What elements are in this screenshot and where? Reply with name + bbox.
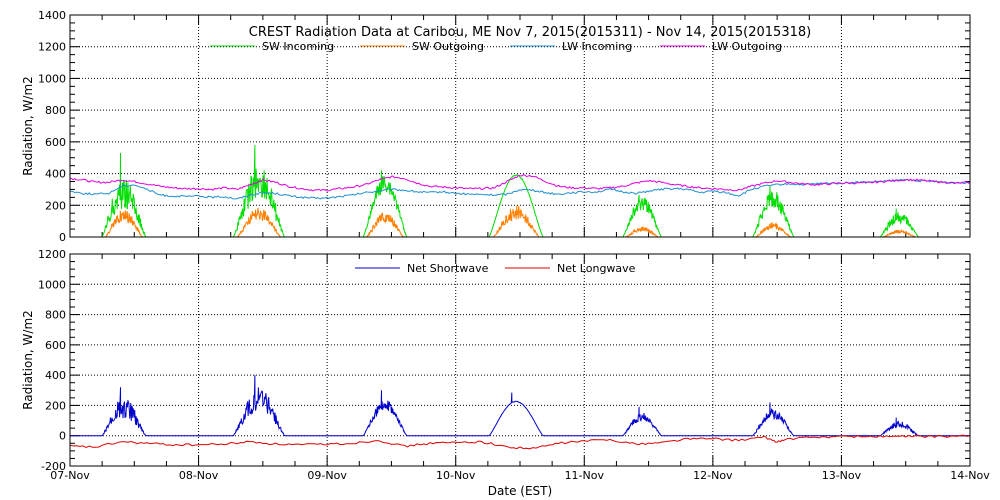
series-lw-outgoing [70,174,970,192]
series-sw-outgoing-day [880,228,919,237]
x-axis-label: Date (EST) [488,484,552,498]
y-tick-label: 1000 [38,278,66,291]
series-sw-outgoing-day [102,210,146,237]
series-sw-incoming-day [99,152,149,237]
series-sw-incoming-day [360,170,410,237]
series-sw-outgoing-day [490,205,542,237]
series-lw-incoming [70,178,970,200]
series-sw-outgoing-day [753,221,794,237]
y-tick-label: 1200 [38,248,66,261]
legend: SW Incoming SW Outgoing LW Incoming LW Outg… [210,40,782,53]
legend-label: Net Longwave [557,262,636,275]
legend-label: LW Incoming [562,40,632,53]
y-tick-label: -200 [41,460,66,473]
y-tick-label: 0 [59,430,66,443]
y-tick-label: 400 [45,168,66,181]
y-axis-label: Radiation, W/m2 [21,76,35,176]
legend-label: SW Outgoing [412,40,484,53]
legend: Net Shortwave Net Longwave [355,262,636,275]
y-axis: -200 0 200 400 600 800 1000 1200 Radiation, W/m2 [21,248,970,473]
series-sw-outgoing-day [623,226,662,237]
y-tick-label: 1400 [38,9,66,22]
series-sw-incoming-day [750,186,797,237]
series-sw-outgoing-day [363,212,407,237]
y-tick-label: 0 [59,231,66,244]
x-tick-label: 07-Nov [50,469,90,482]
x-tick-label: 14-Nov [950,469,990,482]
chart-title: CREST Radiation Data at Caribou, ME Nov … [249,25,811,40]
y-tick-label: 200 [45,399,66,412]
legend-label: LW Outgoing [712,40,782,53]
x-tick-label: 10-Nov [436,469,476,482]
y-axis-label: Radiation, W/m2 [21,310,35,410]
x-tick-label: 13-Nov [822,469,862,482]
legend-label: Net Shortwave [407,262,489,275]
series-net-shortwave [70,375,970,437]
series-sw-incoming-day [877,208,922,237]
grid [70,254,970,466]
series-group [70,144,970,237]
bottom-panel: -200 0 200 400 600 800 1000 1200 Radiation, W/m2… [21,248,990,482]
x-tick-label: 11-Nov [565,469,605,482]
plot-frame [69,253,971,467]
top-panel: 0 200 400 600 800 1000 1200 1400 Radiation, W/m2… [21,9,971,244]
y-axis: 0 200 400 600 800 1000 1200 1400 Radiation, W/m2 [21,9,970,244]
series-sw-outgoing-day [234,207,284,237]
series-sw-incoming-day [620,194,664,237]
y-tick-label: 600 [45,339,66,352]
y-tick-label: 400 [45,369,66,382]
x-tick-label: 08-Nov [179,469,219,482]
y-tick-label: 600 [45,136,66,149]
y-tick-label: 800 [45,104,66,117]
series-net-longwave [70,434,970,450]
y-tick-label: 1000 [38,72,66,85]
y-tick-label: 200 [45,199,66,212]
series-sw-incoming-day [486,174,546,237]
series-group [70,375,970,450]
legend-label: SW Incoming [262,40,334,53]
series-sw-incoming-day [230,144,288,237]
grid [70,15,970,237]
x-axis [69,15,971,237]
plot-frame [69,14,971,238]
x-tick-label: 09-Nov [307,469,347,482]
y-tick-label: 800 [45,309,66,322]
x-axis: 07-Nov 08-Nov 09-Nov 10-Nov 11-Nov 12-Nov 13-N… [50,254,990,482]
x-tick-label: 12-Nov [693,469,733,482]
y-tick-label: 1200 [38,41,66,54]
